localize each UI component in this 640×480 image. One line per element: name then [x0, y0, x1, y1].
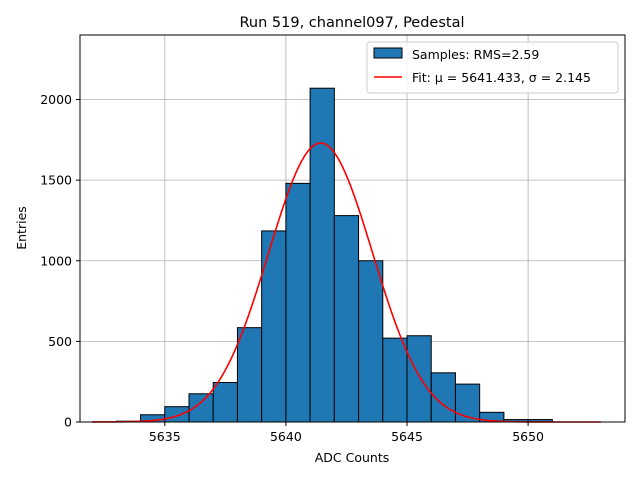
legend-samples-label: Samples: RMS=2.59 — [412, 47, 539, 62]
legend-samples-swatch — [373, 47, 403, 59]
legend-box — [366, 41, 619, 94]
x-tick-label: 5635 — [149, 429, 181, 444]
x-tick-label: 5640 — [270, 429, 302, 444]
y-axis-label: Entries — [14, 206, 29, 250]
legend-fit-label: Fit: μ = 5641.433, σ = 2.145 — [412, 70, 591, 85]
legend: Samples: RMS=2.59 Fit: μ = 5641.433, σ =… — [366, 41, 619, 94]
histogram-bar — [236, 327, 263, 423]
histogram-bar — [454, 383, 481, 423]
histogram-bar — [164, 406, 190, 423]
histogram-bar — [309, 87, 335, 423]
histogram-bar — [406, 335, 432, 423]
y-tick-label: 2000 — [40, 92, 72, 107]
axes-frame — [79, 34, 626, 423]
histogram-bar — [261, 230, 287, 423]
histogram-bar — [382, 337, 408, 423]
y-tick-label: 1000 — [40, 253, 72, 268]
histogram-bar — [333, 215, 360, 423]
y-tick-label: 1500 — [40, 173, 72, 188]
histogram-bar — [285, 182, 311, 423]
histogram-bars — [115, 87, 553, 423]
x-tick-label: 5650 — [512, 429, 544, 444]
y-axis-ticks: 0 500 1000 1500 2000 — [40, 92, 80, 430]
histogram-bar — [212, 381, 238, 423]
chart-title: Run 519, channel097, Pedestal — [239, 15, 464, 31]
y-tick-label: 0 — [64, 415, 72, 430]
x-tick-label: 5645 — [391, 429, 423, 444]
y-tick-label: 500 — [48, 334, 72, 349]
histogram-bar — [358, 260, 384, 423]
x-axis-label: ADC Counts — [315, 450, 390, 465]
x-axis-ticks: 5635 5640 5645 5650 — [149, 422, 544, 444]
